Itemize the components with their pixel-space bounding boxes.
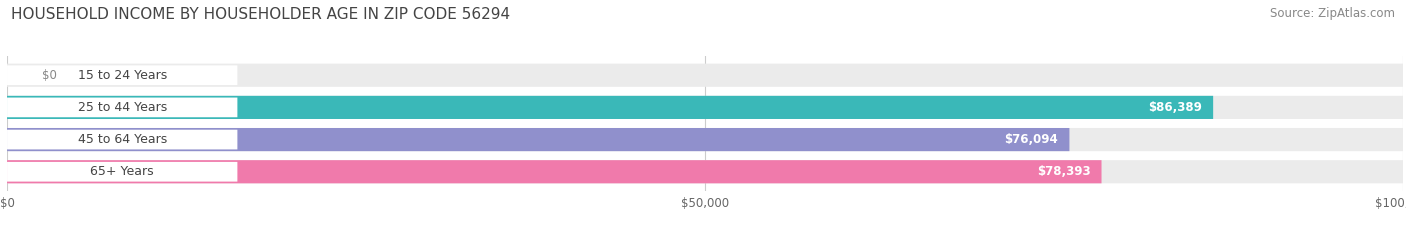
Text: 15 to 24 Years: 15 to 24 Years [77,69,167,82]
Text: $86,389: $86,389 [1149,101,1202,114]
FancyBboxPatch shape [7,128,1070,151]
FancyBboxPatch shape [7,65,238,85]
Text: 25 to 44 Years: 25 to 44 Years [77,101,167,114]
Text: 65+ Years: 65+ Years [90,165,155,178]
FancyBboxPatch shape [7,96,1403,119]
FancyBboxPatch shape [7,160,1101,183]
Text: $78,393: $78,393 [1036,165,1090,178]
Text: $76,094: $76,094 [1004,133,1059,146]
Text: $0: $0 [42,69,56,82]
FancyBboxPatch shape [7,98,238,117]
FancyBboxPatch shape [7,162,238,182]
Text: 45 to 64 Years: 45 to 64 Years [77,133,167,146]
FancyBboxPatch shape [7,160,1403,183]
FancyBboxPatch shape [7,64,1403,87]
FancyBboxPatch shape [7,96,1213,119]
Text: HOUSEHOLD INCOME BY HOUSEHOLDER AGE IN ZIP CODE 56294: HOUSEHOLD INCOME BY HOUSEHOLDER AGE IN Z… [11,7,510,22]
FancyBboxPatch shape [7,130,238,149]
FancyBboxPatch shape [7,128,1403,151]
Text: Source: ZipAtlas.com: Source: ZipAtlas.com [1270,7,1395,20]
